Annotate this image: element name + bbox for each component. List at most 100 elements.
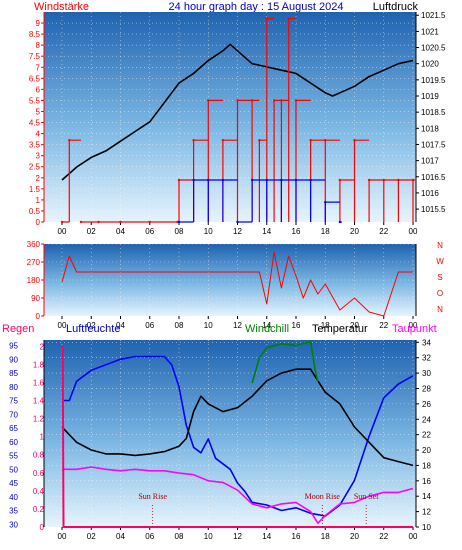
rain-tick-label: 0 (40, 523, 45, 532)
temperature-plot-area (44, 340, 416, 527)
wind-data-point (397, 178, 400, 182)
chart-title: 24 hour graph day : 15 August 2024 (169, 1, 344, 13)
temperature-tick-label: 32 (422, 354, 431, 363)
left-tick-label: 3 (36, 152, 41, 161)
right-tick-label: 1016 (421, 189, 439, 198)
left-tick-label: 0.5 (29, 207, 41, 216)
x-tick-label: 06 (145, 532, 154, 541)
humidity-tick-label: 35 (9, 507, 18, 516)
compass-label: N (437, 241, 443, 250)
humidity-tick-label: 30 (9, 520, 18, 529)
gust-data-point (221, 178, 225, 182)
rain-tick-label: 1.4 (33, 397, 45, 406)
right-axis-label: Luftdruck (373, 1, 419, 13)
left-tick-label: 3.5 (29, 141, 41, 150)
rain-tick-label: 0.2 (33, 505, 45, 514)
x-tick-label: 06 (145, 227, 154, 236)
legend-taupunkt: Taupunkt (392, 323, 437, 335)
x-tick-label: 10 (204, 532, 213, 541)
legend-windchill: Windchill (245, 323, 289, 335)
direction-tick-label: 90 (31, 294, 40, 303)
right-tick-label: 1018 (421, 124, 439, 133)
wind-data-point (338, 178, 342, 182)
humidity-tick-label: 80 (9, 383, 18, 392)
x-tick-label: 18 (321, 532, 330, 541)
direction-tick-label: 360 (27, 240, 41, 249)
humidity-tick-label: 90 (9, 355, 18, 364)
right-tick-label: 1021.5 (421, 11, 446, 20)
temperature-tick-label: 30 (422, 369, 431, 378)
annotation-label: Moon Rise (305, 492, 341, 501)
x-tick-label: 00 (58, 532, 67, 541)
right-tick-label: 1019.5 (421, 76, 446, 85)
x-tick-label: 12 (233, 227, 242, 236)
humidity-tick-label: 40 (9, 493, 18, 502)
left-tick-label: 5.5 (29, 96, 41, 105)
wind-data-point (367, 178, 371, 182)
x-tick-label: 06 (145, 321, 154, 330)
left-tick-label: 6 (36, 85, 41, 94)
wind-data-point (280, 99, 283, 102)
windchill-line (251, 340, 319, 384)
x-tick-label: 04 (116, 532, 125, 541)
x-tick-label: 02 (87, 227, 96, 236)
compass-label: S (437, 273, 442, 282)
temperature-tick-label: 14 (422, 492, 431, 501)
temperature-tick-label: 24 (422, 415, 431, 424)
rain-tick-label: 2 (40, 342, 45, 351)
wind-data-point (60, 220, 64, 224)
x-tick-label: 10 (204, 227, 213, 236)
gust-data-point (338, 220, 342, 224)
x-tick-label: 14 (262, 227, 271, 236)
annotations: Sun Rise Moon Rise Sun Set (138, 492, 379, 527)
x-tick-label: 18 (321, 227, 330, 236)
right-tick-label: 1020 (421, 60, 439, 69)
rain-tick-label: 1.6 (33, 378, 45, 387)
wind-data-point (79, 220, 83, 224)
left-axis-label: Windstärke (34, 1, 89, 13)
legend-luftfeuchte: Luftfeuchte (66, 323, 120, 335)
x-tick-label: 00 (409, 227, 418, 236)
right-tick-label: 1021 (421, 27, 439, 36)
wind-pressure-plot-area (44, 12, 416, 222)
direction-tick-label: 180 (27, 276, 41, 285)
humidity-tick-label: 55 (9, 452, 18, 461)
wind-data-point (309, 139, 312, 142)
annotation-label: Sun Set (354, 492, 379, 501)
temperatur-line (61, 368, 414, 467)
wind-data-point (258, 139, 261, 142)
left-tick-label: 7.5 (29, 52, 41, 61)
right-tick-label: 1015.5 (421, 205, 446, 214)
temperature-tick-label: 34 (422, 338, 431, 347)
x-tick-label: 16 (292, 227, 301, 236)
x-tick-label: 08 (175, 532, 184, 541)
rain-tick-label: 1 (40, 433, 45, 442)
regen-line (61, 345, 413, 528)
wind-data-point (382, 178, 385, 182)
x-tick-label: 00 (58, 321, 67, 330)
wind-data-point (250, 99, 254, 102)
temperature-tick-label: 28 (422, 384, 431, 393)
temperature-tick-label: 18 (422, 461, 431, 470)
compass-label: N (437, 305, 443, 314)
series-layer (60, 17, 415, 528)
x-tick-label: 22 (379, 227, 388, 236)
gust-data-point (309, 178, 312, 182)
right-tick-label: 1017 (421, 157, 439, 166)
left-tick-label: 2.5 (29, 163, 41, 172)
x-tick-label: 12 (233, 321, 242, 330)
x-tick-label: 22 (379, 532, 388, 541)
taupunkt-line (62, 466, 414, 524)
x-tick-label: 04 (116, 321, 125, 330)
wind-data-point (192, 139, 195, 142)
right-tick-label: 1016.5 (421, 173, 446, 182)
x-tick-label: 14 (262, 321, 271, 330)
compass-label: W (436, 257, 444, 266)
gust-data-point (250, 178, 254, 182)
left-tick-label: 4.5 (29, 119, 41, 128)
left-tick-label: 4 (36, 130, 41, 139)
left-tick-label: 1 (36, 196, 41, 205)
x-tick-label: 16 (292, 321, 301, 330)
wind-data-point (221, 139, 225, 142)
